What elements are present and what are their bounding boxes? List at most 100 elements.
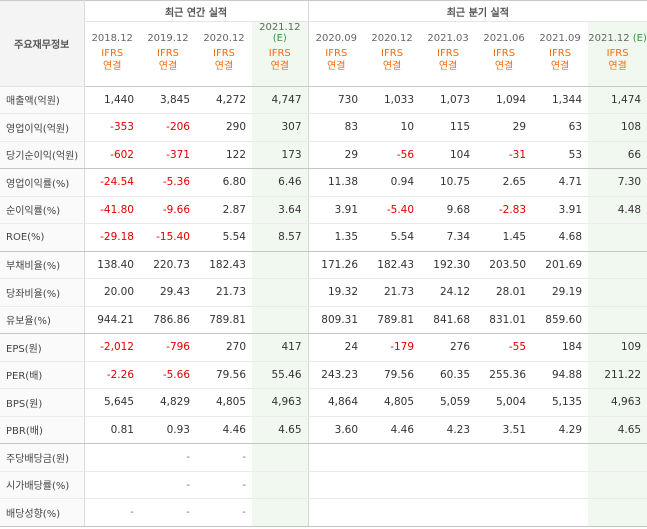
consolidated-label: 연결: [327, 61, 346, 72]
value-cell: 203.50: [476, 251, 533, 279]
value-cell: 2.87: [196, 196, 252, 224]
value-cell: -2,012: [84, 333, 140, 362]
value-cell: 21.73: [196, 278, 252, 307]
value-cell: [588, 471, 647, 499]
value-cell: 831.01: [476, 306, 533, 334]
row-label: 영업이익(억원): [0, 113, 85, 142]
consolidated-label: 연결: [382, 61, 402, 72]
value-cell: 5,135: [532, 388, 589, 417]
value-cell: 2.65: [476, 168, 533, 197]
period-label: 2021.12: [259, 22, 301, 33]
ifrs-consolidated-header: IFRS 연결: [307, 46, 365, 87]
table-row: ROE(%) -29.18 -15.40 5.54 8.57 1.35 5.54 7.34 1.…: [0, 223, 647, 252]
value-cell: 4,805: [364, 388, 421, 417]
period-header-row: 2018.12 2019.12 2020.12 2021.12 (E) 2020.09 2…: [0, 21, 647, 47]
value-cell: 4,747: [252, 86, 309, 114]
table-row: PBR(배) 0.81 0.93 4.46 4.65 3.60 4.46 4.23 3.51 4.…: [0, 416, 647, 444]
row-label: 배당성향(%): [0, 498, 85, 527]
period-header: 2020.12: [196, 22, 252, 47]
value-cell: 53: [532, 141, 589, 169]
value-cell: 255.36: [476, 361, 533, 389]
value-cell: 789.81: [364, 306, 421, 334]
period-label: 2021.12: [588, 33, 630, 44]
row-label: 당좌비율(%): [0, 278, 85, 307]
consolidated-label: 연결: [158, 61, 178, 72]
value-cell: 4,272: [196, 86, 252, 114]
value-cell: 211.22: [588, 361, 647, 389]
value-cell: 115: [420, 113, 477, 142]
period-header: 2021.12 (E): [588, 21, 647, 46]
value-cell: 290: [196, 113, 252, 142]
table-row: 당기순이익(억원) -602 -371 122 173 29 -56 104 -31 53 66: [0, 141, 647, 169]
value-cell: 21.73: [364, 278, 421, 307]
value-cell: 94.88: [532, 361, 589, 389]
ifrs-label: IFRS: [268, 48, 291, 59]
value-cell: 0.94: [364, 168, 421, 197]
ifrs-label: IFRS: [606, 48, 629, 59]
value-cell: -: [84, 498, 140, 527]
estimate-badge: (E): [629, 33, 647, 44]
value-cell: -41.80: [84, 196, 140, 224]
table-row: 유보율(%) 944.21 786.86 789.81 809.31 789.81 841.…: [0, 306, 647, 334]
value-cell: 10.75: [420, 168, 477, 197]
period-label: 2021.06: [483, 33, 525, 44]
consolidated-label: 연결: [550, 61, 570, 72]
value-cell: 5.54: [364, 223, 421, 252]
value-cell: [307, 498, 365, 527]
value-cell: 307: [252, 113, 309, 142]
period-header: 2021.03: [420, 22, 476, 47]
value-cell: -: [140, 443, 196, 472]
value-cell: 184: [532, 333, 589, 362]
table-row: 영업이익(억원) -353 -206 290 307 83 10 115 29 63 108: [0, 113, 647, 142]
table-row: PER(배) -2.26 -5.66 79.56 55.46 243.23 79.56 60.…: [0, 361, 647, 389]
value-cell: -371: [140, 141, 196, 169]
value-cell: 3.60: [307, 416, 365, 444]
ifrs-label: IFRS: [437, 48, 460, 59]
value-cell: 5,004: [476, 388, 533, 417]
value-cell: 1.45: [476, 223, 533, 252]
value-cell: 786.86: [140, 306, 196, 334]
value-cell: [588, 251, 647, 279]
value-cell: 29: [307, 141, 365, 169]
table-row: BPS(원) 5,645 4,829 4,805 4,963 4,864 4,805 5,05…: [0, 388, 647, 417]
value-cell: 201.69: [532, 251, 589, 279]
value-cell: 3.91: [307, 196, 365, 224]
value-cell: 809.31: [307, 306, 365, 334]
value-cell: [420, 498, 477, 527]
value-cell: 11.38: [307, 168, 365, 197]
value-cell: [84, 471, 140, 499]
value-cell: -15.40: [140, 223, 196, 252]
value-cell: 220.73: [140, 251, 196, 279]
table-row: 부채비율(%) 138.40 220.73 182.43 171.26 182.43 192…: [0, 251, 647, 279]
value-cell: 173: [252, 141, 309, 169]
value-cell: 192.30: [420, 251, 477, 279]
value-cell: 0.93: [140, 416, 196, 444]
value-cell: 20.00: [84, 278, 140, 307]
value-cell: [476, 471, 533, 499]
period-header: 2019.12: [140, 22, 196, 47]
value-cell: -602: [84, 141, 140, 169]
period-header: 2021.12 (E): [252, 21, 309, 46]
row-label: 당기순이익(억원): [0, 141, 85, 169]
value-cell: 24: [307, 333, 365, 362]
value-cell: 0.81: [84, 416, 140, 444]
value-cell: 9.68: [420, 196, 477, 224]
value-cell: 104: [420, 141, 477, 169]
consolidated-label: 연결: [103, 61, 122, 72]
value-cell: 55.46: [252, 361, 309, 389]
period-label: 2021.03: [427, 33, 469, 44]
value-cell: 4,864: [307, 388, 365, 417]
value-cell: [307, 443, 365, 472]
value-cell: 4.46: [196, 416, 252, 444]
value-cell: 171.26: [307, 251, 365, 279]
row-label: 매출액(억원): [0, 86, 85, 114]
period-label: 2018.12: [91, 33, 133, 44]
value-cell: 1,033: [364, 86, 421, 114]
consolidated-label: 연결: [494, 61, 514, 72]
table-row: 매출액(억원) 1,440 3,845 4,272 4,747 730 1,033 1,073…: [0, 86, 647, 114]
value-cell: 5,645: [84, 388, 140, 417]
row-label: 시가배당률(%): [0, 471, 85, 499]
value-cell: 4,805: [196, 388, 252, 417]
value-cell: 1,073: [420, 86, 477, 114]
value-cell: -796: [140, 333, 196, 362]
